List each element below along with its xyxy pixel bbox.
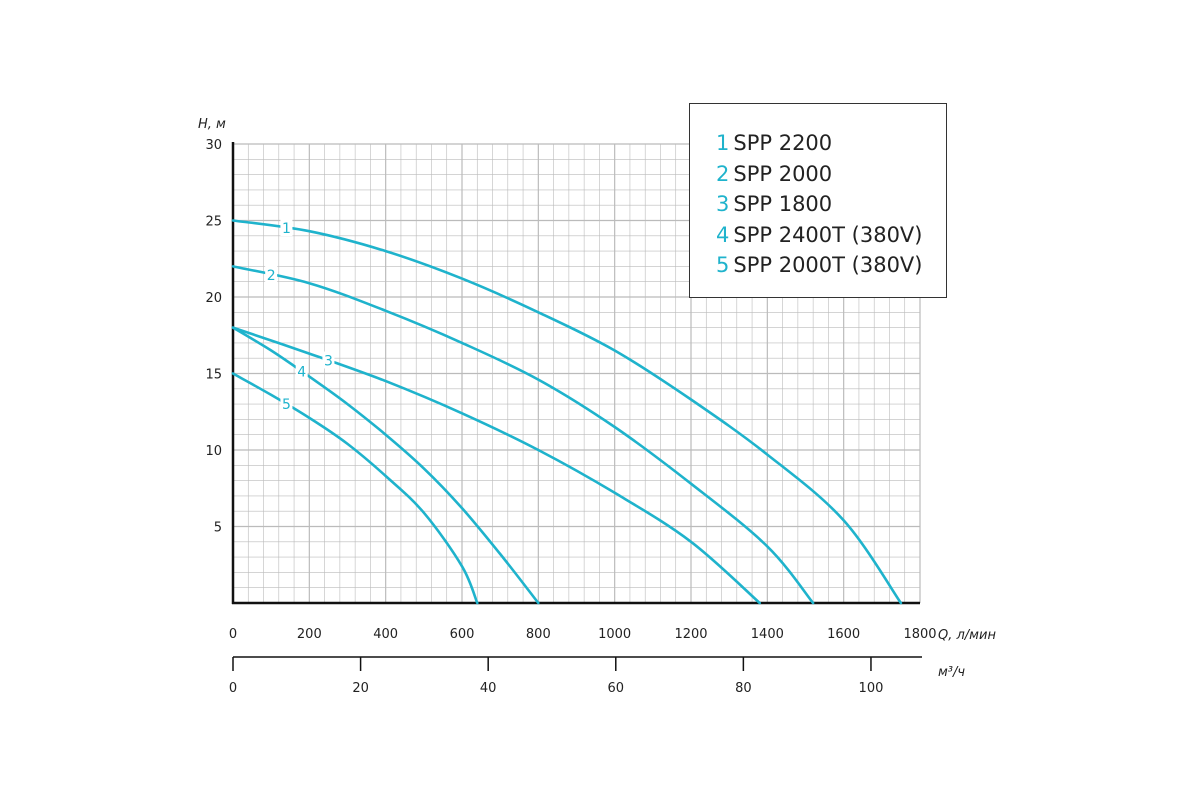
series-curve-1 [231,219,903,605]
series-label-bg [295,362,308,380]
legend-item-3: 3 SPP 1800 [716,189,946,220]
series-label-1: 1 [282,221,291,237]
y-axis-title: H, м [198,117,226,132]
legend-number: 3 [716,192,730,216]
x-axis-title-primary: Q, л/мин [938,628,996,643]
x2-tick-label: 60 [608,681,625,696]
x-axis-secondary: 0 20 40 60 80 100 [229,656,922,696]
y-tick-labels: 5 10 15 20 25 30 [205,138,222,536]
y-tick-label: 5 [214,521,222,536]
legend-number: 5 [716,253,730,277]
legend-text: SPP 2000T (380V) [733,253,923,277]
series-label-2: 2 [267,268,276,284]
series-curve-2 [231,265,815,605]
x2-tick-label: 40 [480,681,497,696]
legend-text: SPP 2200 [733,131,833,155]
y-tick-label: 20 [205,291,222,306]
series-curve-5 [231,372,479,605]
x-axis-title-secondary: м³/ч [938,665,965,680]
series-label-bg [265,265,278,283]
y-tick-label: 25 [205,215,222,230]
x-tick-label: 1000 [598,627,631,642]
series-curves [231,219,903,605]
series-labels: 1 2 3 4 5 [265,218,335,413]
legend-item-5: 5 SPP 2000T (380V) [716,250,946,281]
y-tick-label: 15 [205,368,222,383]
x2-tick-label: 100 [859,681,884,696]
series-label-bg [280,218,293,236]
x-tick-label: 200 [297,627,322,642]
legend-number: 4 [716,222,730,247]
legend-text: SPP 2400T (380V) [733,222,923,247]
legend-item-4: 4 SPP 2400T (380V) [716,220,946,251]
series-label-bg [322,351,335,369]
x-tick-label: 1600 [827,627,860,642]
legend-text: SPP 2000 [733,161,833,186]
y-tick-label: 10 [205,444,222,459]
legend-item-2: 2 SPP 2000 [716,159,946,190]
series-label-4: 4 [297,364,306,380]
legend-text: SPP 1800 [733,192,833,216]
legend: 1 SPP 2200 2 SPP 2000 3 SPP 1800 4 SPP 2400T… [689,103,947,298]
x-tick-label: 0 [229,627,237,642]
legend-number: 2 [716,161,730,186]
y-tick-label: 30 [205,138,222,153]
legend-number: 1 [716,131,730,155]
series-label-bg [280,395,293,413]
x2-tick-label: 0 [229,681,237,696]
x2-tick-label: 20 [352,681,369,696]
x-tick-label: 800 [526,627,551,642]
series-curve-4 [231,326,540,605]
x-tick-label: 1800 [903,627,936,642]
x-tick-label: 1400 [751,627,784,642]
series-label-5: 5 [282,397,291,413]
series-label-3: 3 [324,353,333,369]
x-tick-labels-primary: 0 200 400 600 800 1000 1200 1400 1600 1800 [229,627,937,642]
legend-item-1: 1 SPP 2200 [716,128,946,159]
x-tick-label: 600 [450,627,475,642]
x-tick-label: 1200 [674,627,707,642]
x2-tick-label: 80 [735,681,752,696]
x-tick-label: 400 [373,627,398,642]
